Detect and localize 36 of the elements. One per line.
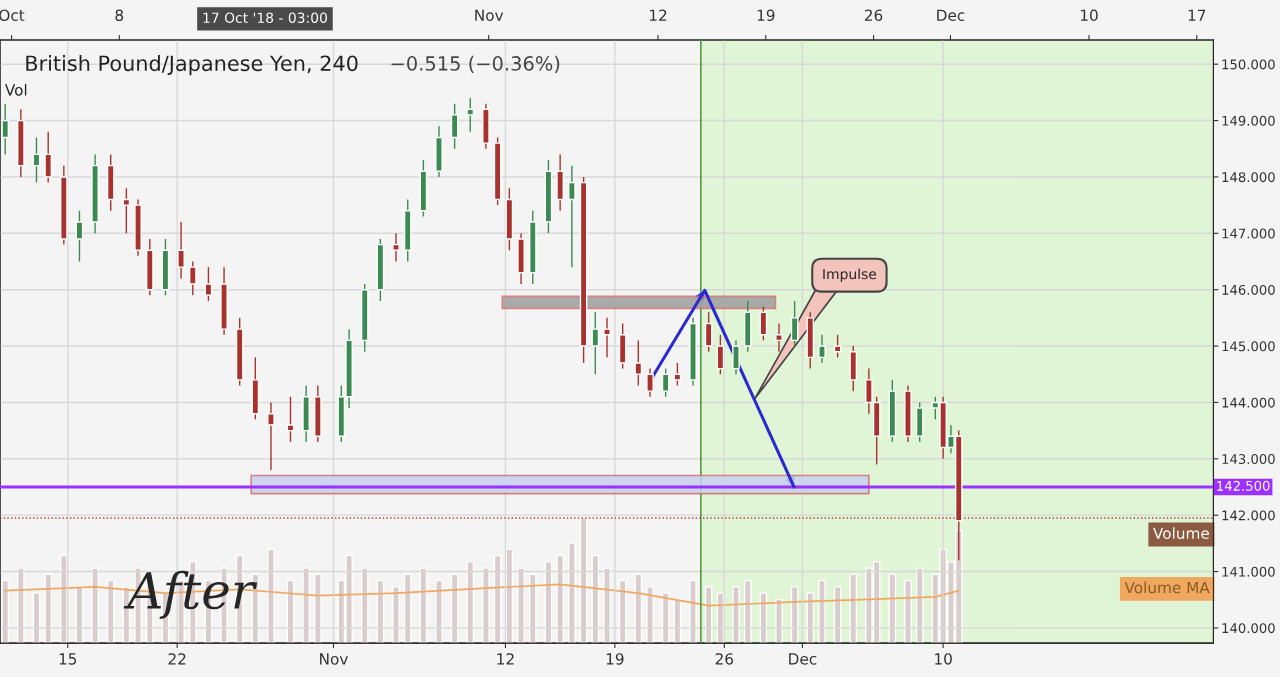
y-tick-label: 141.000 bbox=[1222, 566, 1275, 577]
x-tick-label: 26 bbox=[715, 653, 734, 665]
y-tick-label: 144.000 bbox=[1222, 397, 1275, 408]
y-tick-label: 143.000 bbox=[1222, 454, 1275, 465]
y-tick-label: 149.000 bbox=[1222, 115, 1275, 126]
y-tick-label: 148.000 bbox=[1222, 172, 1275, 183]
annotation: Vol bbox=[4, 83, 27, 96]
x2-tick-label: 10 bbox=[1080, 9, 1098, 22]
y-tick-label: 146.000 bbox=[1222, 284, 1275, 295]
x-tick-label: 22 bbox=[168, 653, 186, 665]
x-tick-label: 15 bbox=[59, 653, 77, 665]
ref-line-label: 142.500 bbox=[1217, 480, 1270, 491]
x2-tick-label: 8 bbox=[115, 9, 124, 22]
x-tick-label: Nov bbox=[320, 653, 348, 665]
y-tick-label: 150.000 bbox=[1222, 59, 1275, 70]
x-tick-label: 10 bbox=[935, 653, 952, 665]
x-tick-label: 12 bbox=[497, 653, 514, 665]
x2-tick-label: Dec bbox=[937, 9, 965, 22]
text: 17 Oct '18 - 03:00 bbox=[203, 12, 327, 23]
y-tick-label: 147.000 bbox=[1222, 228, 1275, 239]
x2-tick-label: 19 bbox=[757, 9, 775, 22]
x2-tick-label: Nov bbox=[475, 9, 504, 22]
y-tick-label: 142.000 bbox=[1222, 510, 1275, 521]
x2-tick-label: 17 bbox=[1188, 9, 1206, 21]
x-tick-label: 19 bbox=[606, 653, 624, 665]
text: Volume MA bbox=[1124, 581, 1210, 594]
text: −0.515 (−0.36%) bbox=[391, 55, 560, 74]
annotation: Impulse bbox=[823, 268, 877, 282]
y-tick-label: 145.000 bbox=[1222, 341, 1275, 352]
text: British Pound/Japanese Yen, 240 bbox=[26, 55, 358, 76]
x2-tick-label: Oct bbox=[0, 9, 25, 22]
x2-tick-label: 26 bbox=[864, 9, 883, 22]
x-tick-label: Dec bbox=[789, 653, 817, 665]
x2-tick-label: 12 bbox=[649, 9, 667, 21]
text: Volume bbox=[1153, 527, 1209, 540]
y-tick-label: 140.000 bbox=[1222, 623, 1275, 634]
